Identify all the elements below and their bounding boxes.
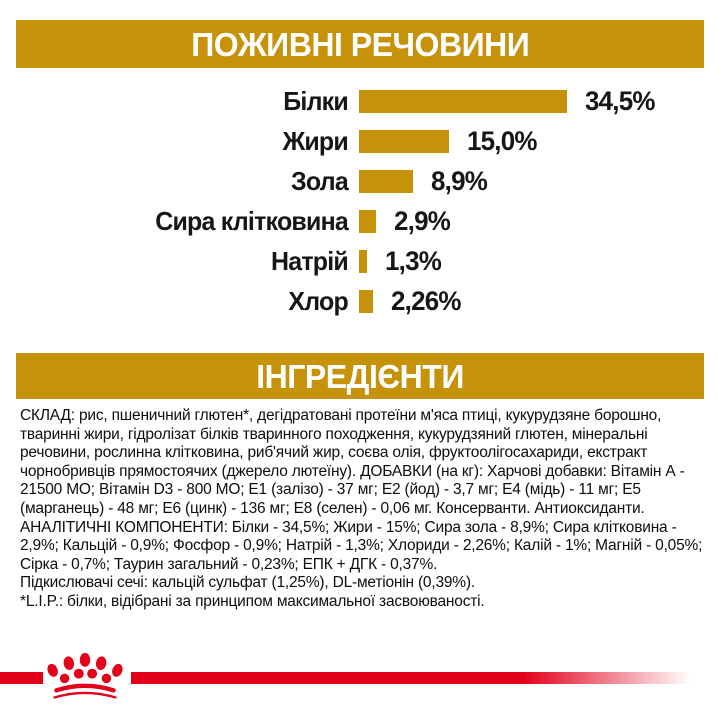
chart-value-label: 34,5% [585,86,655,116]
footer-red-band-right [131,672,691,684]
ingredients-banner-title: ІНГРЕДІЄНТИ [256,357,464,395]
chart-bar [359,210,376,233]
chart-category-label: Жири [282,126,349,156]
nutrients-banner: ПОЖИВНІ РЕЧОВИНИ [16,20,704,68]
chart-row: Хлор 2,26% [0,286,720,316]
chart-value-label: 15,0% [467,126,537,156]
ingredients-text-block: СКЛАД: рис, пшеничний глютен*, дегідрато… [20,407,704,612]
ingredients-paragraph: *L.I.P.: білки, відібрані за принципом м… [20,592,485,610]
chart-value-label: 2,9% [394,206,451,236]
chart-value-label: 2,26% [391,286,461,316]
chart-category-label: Сира клітковина [155,206,349,236]
ingredients-banner: ІНГРЕДІЄНТИ [16,353,704,399]
nutrients-bar-chart: Білки 34,5% Жири 15,0% Зола 8,9% Сира кліткови… [0,86,720,330]
chart-category-label: Хлор [288,286,348,316]
chart-row: Зола 8,9% [0,166,720,196]
ingredients-paragraph: СКЛАД: рис, пшеничний глютен*, дегідрато… [20,407,703,573]
chart-value-label: 8,9% [431,166,488,196]
ingredients-paragraph: Підкислювачі сечі: кальцій сульфат (1,25… [20,574,475,592]
chart-row: Натрій 1,3% [0,246,720,276]
footer-red-band-left [0,672,43,684]
nutrients-banner-title: ПОЖИВНІ РЕЧОВИНИ [190,25,530,63]
chart-value-label: 1,3% [385,246,442,276]
chart-bar [359,90,567,113]
chart-category-label: Зола [291,166,349,196]
royal-canin-crown-icon [47,652,123,699]
chart-row: Жири 15,0% [0,126,720,156]
chart-row: Білки 34,5% [0,86,720,116]
chart-category-label: Натрій [270,246,349,276]
chart-category-label: Білки [283,86,349,116]
chart-row: Сира клітковина 2,9% [0,206,720,236]
chart-bar [359,250,367,273]
chart-bar [359,170,413,193]
chart-bar [359,130,449,153]
chart-bar [359,290,373,313]
